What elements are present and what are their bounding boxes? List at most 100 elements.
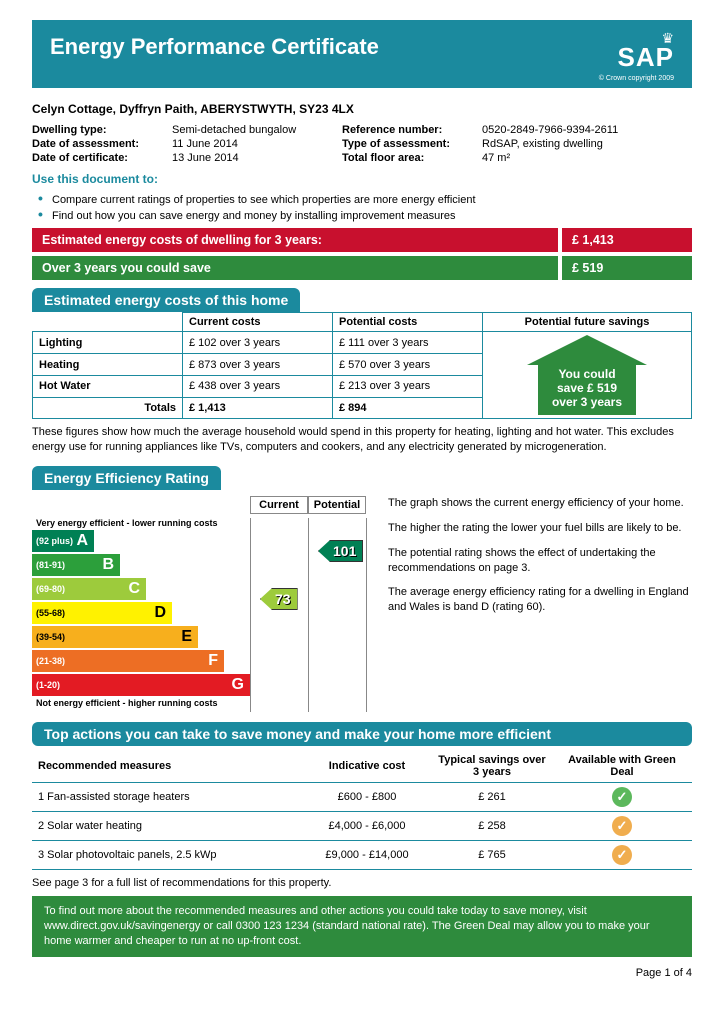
green-deal-text: To find out more about the recommended m…	[44, 905, 650, 947]
band-row: (39-54)E	[32, 626, 372, 648]
costs-heading: Estimated energy costs of this home	[32, 288, 300, 312]
reference-label: Reference number:	[342, 124, 482, 136]
band-bar: (1-20)G	[32, 674, 250, 696]
check-icon: ✓	[612, 845, 632, 865]
eff-para: The average energy efficiency rating for…	[388, 585, 692, 615]
table-row: 1 Fan-assisted storage heaters£600 - £80…	[32, 782, 692, 811]
reference: 0520-2849-7966-9394-2611	[482, 124, 682, 136]
band-bar: (39-54)E	[32, 626, 198, 648]
savings-arrow-cell: You could save £ 519 over 3 years	[483, 332, 692, 419]
date-assessment: 11 June 2014	[172, 138, 342, 150]
actions-table: Recommended measures Indicative cost Typ…	[32, 750, 692, 870]
action-cost: £4,000 - £6,000	[302, 811, 432, 840]
actions-col4: Available with Green Deal	[552, 750, 692, 783]
band-bar: (81-91)B	[32, 554, 120, 576]
sap-text: SAP	[618, 42, 674, 72]
eff-para: The higher the rating the lower your fue…	[388, 521, 692, 536]
action-tick: ✓	[552, 782, 692, 811]
costs-table: Current costs Potential costs Potential …	[32, 312, 692, 419]
sap-logo: ♛ SAP © Crown copyright 2009	[599, 34, 674, 82]
band-row: (69-80)C	[32, 578, 372, 600]
dwelling-type: Semi-detached bungalow	[172, 124, 342, 136]
action-saving: £ 765	[432, 840, 552, 869]
action-cost: £600 - £800	[302, 782, 432, 811]
check-icon: ✓	[612, 787, 632, 807]
actions-see-more: See page 3 for a full list of recommenda…	[32, 876, 692, 890]
date-certificate: 13 June 2014	[172, 152, 342, 164]
cost-bar: Estimated energy costs of dwelling for 3…	[32, 228, 692, 252]
arrow-body: You could save £ 519 over 3 years	[538, 365, 636, 415]
use-doc-item: Find out how you can save energy and mon…	[38, 206, 692, 222]
actions-col1: Recommended measures	[32, 750, 302, 783]
efficiency-chart: Current Potential Very energy efficient …	[32, 496, 372, 712]
band-row: (21-38)F	[32, 650, 372, 672]
floor-area: 47 m²	[482, 152, 682, 164]
band-row: (81-91)B	[32, 554, 372, 576]
row-potential: £ 570 over 3 years	[333, 354, 483, 376]
logo-copy: © Crown copyright 2009	[599, 75, 674, 82]
row-label: Hot Water	[33, 375, 183, 397]
row-potential: £ 111 over 3 years	[333, 332, 483, 354]
page-number: Page 1 of 4	[32, 967, 692, 979]
use-doc-list: Compare current ratings of properties to…	[32, 190, 692, 222]
green-deal-box: To find out more about the recommended m…	[32, 896, 692, 957]
date-assessment-label: Date of assessment:	[32, 138, 172, 150]
row-label: Heating	[33, 354, 183, 376]
efficiency-text: The graph shows the current energy effic…	[388, 496, 692, 712]
band-bar: (69-80)C	[32, 578, 146, 600]
arrow-line1: You could	[542, 367, 632, 381]
action-measure: 2 Solar water heating	[32, 811, 302, 840]
floor-area-label: Total floor area:	[342, 152, 482, 164]
band-row: (55-68)D	[32, 602, 372, 624]
use-doc-item: Compare current ratings of properties to…	[38, 190, 692, 206]
row-current: £ 438 over 3 years	[183, 375, 333, 397]
action-measure: 3 Solar photovoltaic panels, 2.5 kWp	[32, 840, 302, 869]
totals-label: Totals	[33, 397, 183, 419]
header-bar: Energy Performance Certificate ♛ SAP © C…	[32, 20, 692, 88]
eff-col-potential: Potential	[308, 496, 366, 514]
row-current: £ 873 over 3 years	[183, 354, 333, 376]
action-tick: ✓	[552, 811, 692, 840]
eff-col-current: Current	[250, 496, 308, 514]
col-current: Current costs	[183, 313, 333, 332]
save-bar: Over 3 years you could save £ 519	[32, 256, 692, 280]
efficiency-container: Current Potential Very energy efficient …	[32, 496, 692, 712]
arrow-line2: save £ 519	[542, 381, 632, 395]
actions-col2: Indicative cost	[302, 750, 432, 783]
actions-col3: Typical savings over 3 years	[432, 750, 552, 783]
use-doc-heading: Use this document to:	[32, 172, 692, 186]
eff-caption-bot: Not energy efficient - higher running co…	[36, 698, 372, 708]
efficiency-heading: Energy Efficiency Rating	[32, 466, 221, 490]
band-bar: (55-68)D	[32, 602, 172, 624]
page-title: Energy Performance Certificate	[50, 34, 379, 60]
eff-para: The potential rating shows the effect of…	[388, 546, 692, 576]
arrow-up-icon	[527, 335, 647, 365]
crown-icon: ♛	[599, 34, 674, 42]
action-measure: 1 Fan-assisted storage heaters	[32, 782, 302, 811]
cost-bar-value: £ 1,413	[562, 228, 692, 252]
row-label: Lighting	[33, 332, 183, 354]
type-assessment-label: Type of assessment:	[342, 138, 482, 150]
totals-current: £ 1,413	[183, 397, 333, 419]
check-icon: ✓	[612, 816, 632, 836]
band-row: (1-20)G	[32, 674, 372, 696]
type-assessment: RdSAP, existing dwelling	[482, 138, 682, 150]
col-potential: Potential costs	[333, 313, 483, 332]
details-grid: Dwelling type: Semi-detached bungalow Re…	[32, 124, 692, 164]
dwelling-type-label: Dwelling type:	[32, 124, 172, 136]
row-potential: £ 213 over 3 years	[333, 375, 483, 397]
property-address: Celyn Cottage, Dyffryn Paith, ABERYSTWYT…	[32, 102, 692, 116]
col-savings: Potential future savings	[483, 313, 692, 332]
action-tick: ✓	[552, 840, 692, 869]
table-row: 2 Solar water heating£4,000 - £6,000£ 25…	[32, 811, 692, 840]
eff-caption-top: Very energy efficient - lower running co…	[36, 518, 372, 528]
action-saving: £ 258	[432, 811, 552, 840]
action-cost: £9,000 - £14,000	[302, 840, 432, 869]
date-certificate-label: Date of certificate:	[32, 152, 172, 164]
band-bar: (21-38)F	[32, 650, 224, 672]
save-bar-value: £ 519	[562, 256, 692, 280]
costs-footnote: These figures show how much the average …	[32, 425, 692, 454]
totals-potential: £ 894	[333, 397, 483, 419]
action-saving: £ 261	[432, 782, 552, 811]
table-row: 3 Solar photovoltaic panels, 2.5 kWp£9,0…	[32, 840, 692, 869]
